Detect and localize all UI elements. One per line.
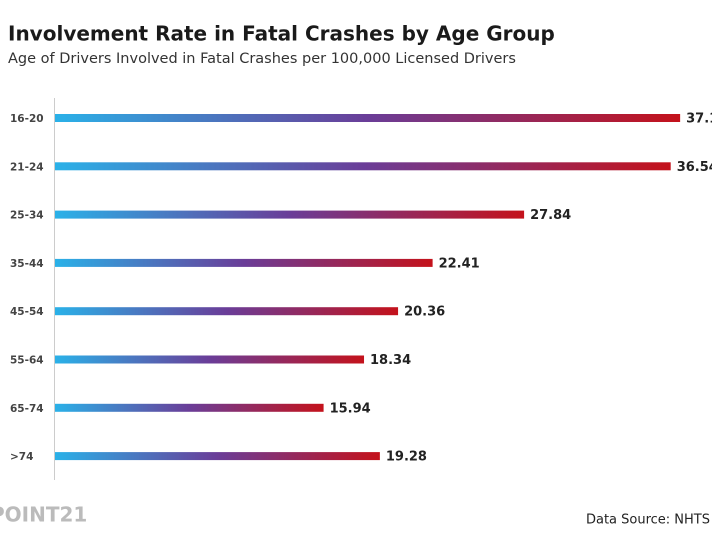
- value-label: 18.34: [370, 353, 411, 368]
- value-label: 22.41: [439, 256, 480, 271]
- bar: [55, 307, 399, 316]
- value-label: 19.28: [386, 450, 427, 465]
- bar: [55, 452, 380, 461]
- value-label: 37.1: [686, 112, 712, 127]
- bar: [55, 403, 324, 412]
- value-label: 36.54: [677, 160, 712, 175]
- chart-subtitle: Age of Drivers Involved in Fatal Crashes…: [8, 51, 516, 67]
- y-tick-label: 21-24: [10, 161, 44, 173]
- bar: [55, 355, 365, 364]
- y-tick-label: 16-20: [10, 113, 44, 125]
- chart-title: Involvement Rate in Fatal Crashes by Age…: [8, 22, 555, 46]
- source: Data Source: NHTS: [586, 513, 710, 528]
- y-tick-label: 45-54: [10, 306, 44, 318]
- value-label: 15.94: [330, 401, 371, 416]
- bar: [55, 210, 525, 219]
- y-tick-label: 35-44: [10, 258, 44, 270]
- value-label: 27.84: [530, 208, 571, 223]
- y-tick-label: >74: [10, 451, 33, 463]
- logo: POINT21: [0, 503, 87, 527]
- y-tick-label: 65-74: [10, 403, 44, 415]
- bar: [55, 162, 671, 171]
- bar: [55, 114, 681, 122]
- y-tick-label: 55-64: [10, 355, 44, 367]
- bar: [55, 258, 433, 267]
- y-tick-label: 25-34: [10, 210, 44, 222]
- value-label: 20.36: [404, 305, 445, 320]
